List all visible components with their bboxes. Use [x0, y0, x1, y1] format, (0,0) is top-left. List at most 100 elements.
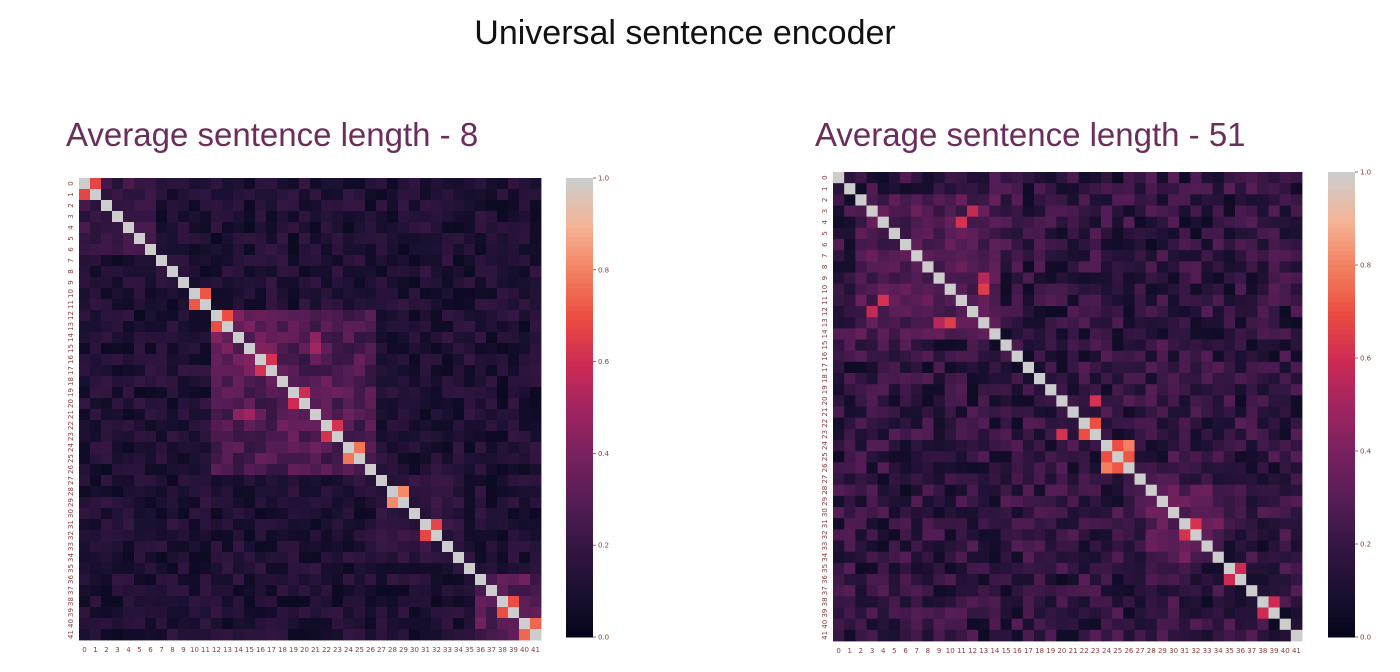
heatmap-cell: [409, 277, 421, 289]
y-tick-label: 3: [821, 209, 829, 213]
heatmap-cell: [398, 398, 410, 410]
heatmap-cell: [1078, 395, 1091, 407]
heatmap-cell: [1022, 350, 1035, 363]
heatmap-cell: [1190, 194, 1202, 206]
heatmap-cell: [1089, 328, 1102, 340]
heatmap-cell: [343, 376, 355, 388]
y-tick-label: 3: [67, 214, 75, 218]
heatmap-cell: [1123, 194, 1135, 206]
heatmap-cell: [1067, 551, 1080, 564]
heatmap-cell: [1134, 428, 1147, 441]
heatmap-cell: [244, 288, 256, 300]
heatmap-cell: [1179, 250, 1191, 262]
heatmap-cell: [277, 200, 289, 212]
heatmap-cell: [475, 618, 487, 630]
heatmap-cell: [189, 343, 201, 355]
heatmap-cell: [156, 244, 168, 256]
heatmap-cell: [156, 222, 168, 234]
heatmap-cell: [922, 417, 934, 430]
heatmap-cell: [464, 563, 476, 575]
heatmap-cell: [211, 519, 223, 531]
heatmap-cell: [497, 574, 509, 586]
heatmap-cell: [978, 451, 990, 463]
heatmap-cell: [1078, 607, 1091, 620]
heatmap-cell: [955, 406, 968, 419]
heatmap-cell: [288, 629, 300, 641]
heatmap-cell: [420, 266, 432, 278]
heatmap-cell: [354, 409, 366, 421]
heatmap-cell: [211, 365, 223, 377]
heatmap-cell: [90, 376, 102, 388]
heatmap-cell: [844, 417, 856, 430]
heatmap-cell: [530, 266, 542, 278]
heatmap-cell: [453, 376, 465, 388]
heatmap-cell: [442, 574, 454, 586]
heatmap-cell: [978, 507, 990, 519]
heatmap-cell: [266, 211, 278, 223]
heatmap-cell: [189, 585, 201, 597]
heatmap-cell: [376, 398, 388, 410]
heatmap-cell: [90, 277, 102, 289]
heatmap-cell: [989, 395, 1001, 407]
heatmap-cell: [145, 310, 157, 322]
heatmap-cell: [1134, 294, 1147, 307]
heatmap-cell: [877, 172, 890, 184]
heatmap-cell: [90, 453, 102, 465]
heatmap-cell: [376, 442, 388, 454]
y-tick-label: 34: [67, 553, 75, 562]
heatmap-cell: [1168, 172, 1180, 184]
heatmap-cell: [145, 409, 157, 421]
heatmap-cell: [244, 453, 256, 465]
heatmap-cell: [420, 211, 432, 223]
heatmap-2-title: Average sentence length - 51: [815, 116, 1246, 153]
heatmap-cell: [486, 288, 498, 300]
heatmap-cell: [1179, 239, 1191, 251]
heatmap-cell: [1134, 172, 1147, 184]
heatmap-cell: [354, 585, 366, 597]
heatmap-cell: [844, 239, 856, 251]
heatmap-cell: [178, 387, 190, 399]
heatmap-cell: [90, 365, 102, 377]
heatmap-cell: [1223, 384, 1236, 396]
heatmap-cell: [145, 563, 157, 575]
heatmap-cell: [1134, 540, 1147, 553]
colorbar-segment: [566, 536, 593, 542]
heatmap-cell: [922, 328, 934, 340]
heatmap-cell: [944, 239, 957, 251]
heatmap-cell: [855, 406, 867, 419]
heatmap-cell: [409, 409, 421, 421]
heatmap-cell: [101, 255, 113, 267]
heatmap-cell: [1145, 294, 1158, 307]
heatmap-cell: [189, 442, 201, 454]
y-tick-label: 9: [67, 280, 75, 284]
heatmap-cell: [222, 629, 234, 641]
heatmap-cell: [255, 563, 267, 575]
heatmap-cell: [167, 233, 179, 245]
heatmap-cell: [1078, 361, 1091, 374]
heatmap-cell: [255, 189, 267, 201]
heatmap-cell: [233, 508, 245, 520]
heatmap-cell: [442, 277, 454, 289]
heatmap-cell: [888, 495, 901, 508]
heatmap-cell: [1156, 205, 1169, 218]
heatmap-cell: [1034, 540, 1046, 553]
heatmap-cell: [855, 596, 867, 608]
heatmap-cell: [519, 541, 531, 553]
heatmap-cell: [420, 420, 432, 432]
heatmap-cell: [475, 178, 487, 190]
heatmap-cell: [1290, 250, 1303, 262]
colorbar-segment: [566, 223, 593, 229]
heatmap-cell: [343, 211, 355, 223]
heatmap-cell: [112, 255, 124, 267]
heatmap-cell: [530, 255, 542, 267]
heatmap-cell: [387, 189, 399, 201]
heatmap-cell: [321, 530, 333, 542]
heatmap-cell: [387, 277, 399, 289]
heatmap-cell: [1223, 395, 1236, 407]
heatmap-cell: [101, 277, 113, 289]
heatmap-cell: [944, 607, 957, 620]
heatmap-cell: [475, 596, 487, 608]
heatmap-cell: [855, 417, 867, 430]
heatmap-cell: [134, 585, 146, 597]
heatmap-cell: [1011, 529, 1024, 541]
